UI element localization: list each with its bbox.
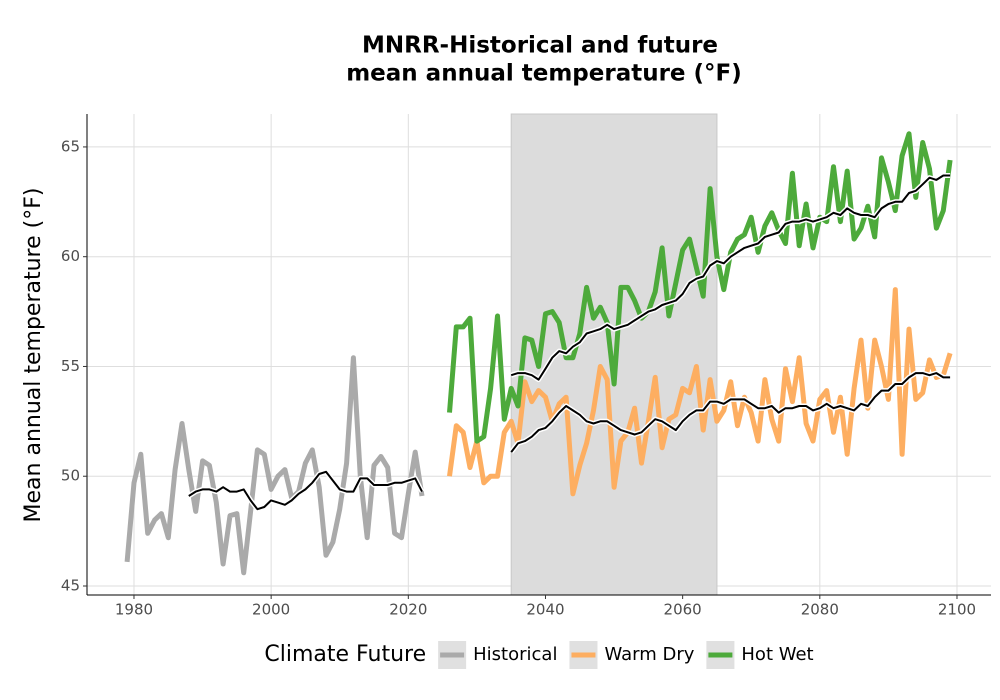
y-tick-label: 55 bbox=[61, 357, 80, 375]
chart-title: mean annual temperature (°F) bbox=[346, 61, 742, 87]
x-tick-label: 2100 bbox=[938, 601, 976, 619]
x-tick-label: 2060 bbox=[664, 601, 702, 619]
legend-label: Historical bbox=[473, 644, 557, 665]
y-tick-label: 65 bbox=[61, 137, 80, 155]
y-tick-label: 50 bbox=[61, 467, 80, 485]
chart-title: MNRR-Historical and future bbox=[362, 33, 718, 59]
x-tick-label: 1980 bbox=[115, 601, 153, 619]
legend-item: Warm Dry bbox=[569, 641, 695, 669]
y-axis-label: Mean annual temperature (°F) bbox=[21, 188, 46, 523]
legend-item: Historical bbox=[438, 641, 557, 669]
smooth-line bbox=[510, 372, 951, 453]
legend-label: Hot Wet bbox=[741, 644, 813, 665]
series-line bbox=[124, 355, 425, 576]
y-tick-label: 60 bbox=[61, 247, 80, 265]
x-tick-label: 2040 bbox=[526, 601, 564, 619]
smooth-line bbox=[510, 174, 951, 381]
smooth-line bbox=[188, 470, 423, 511]
series-line bbox=[447, 131, 953, 444]
legend-item: Hot Wet bbox=[706, 641, 814, 669]
x-tick-label: 2000 bbox=[252, 601, 290, 619]
legend-title: Climate Future bbox=[264, 642, 426, 667]
x-tick-label: 2020 bbox=[389, 601, 427, 619]
y-tick-label: 45 bbox=[61, 576, 80, 594]
x-tick-label: 2080 bbox=[801, 601, 839, 619]
legend-label: Warm Dry bbox=[604, 644, 694, 665]
series-line bbox=[447, 287, 953, 497]
